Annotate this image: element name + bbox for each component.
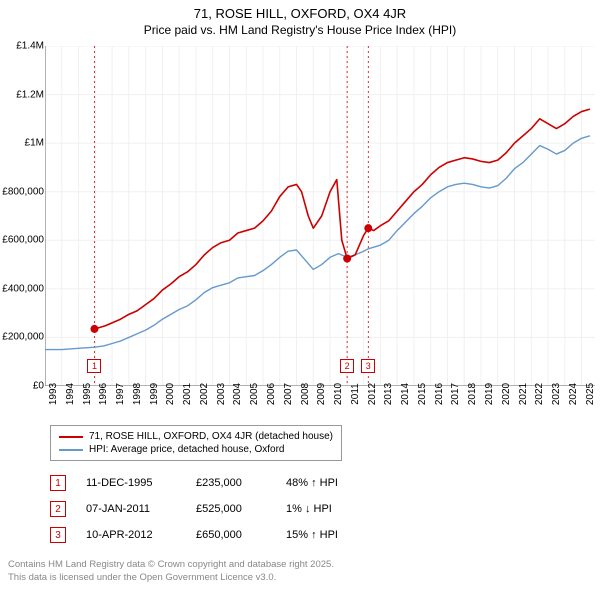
x-axis-tick: 2000 (165, 383, 176, 405)
x-axis-tick: 2016 (434, 383, 445, 405)
x-axis-tick: 1999 (149, 383, 160, 405)
y-axis-tick: £600,000 (2, 235, 44, 246)
sale-diff: 15% ↑ HPI (286, 529, 396, 541)
x-axis-tick: 2007 (283, 383, 294, 405)
x-axis-tick: 2017 (450, 383, 461, 405)
legend-label: HPI: Average price, detached house, Oxfo… (89, 444, 285, 455)
title-block: 71, ROSE HILL, OXFORD, OX4 4JR Price pai… (0, 0, 600, 39)
x-axis-tick: 2001 (182, 383, 193, 405)
legend-swatch (59, 449, 83, 451)
x-axis-tick: 2004 (232, 383, 243, 405)
y-axis-tick: £1.2M (16, 89, 44, 100)
sales-table: 1 11-DEC-1995 £235,000 48% ↑ HPI 2 07-JAN-201… (50, 470, 396, 548)
x-axis-tick: 2022 (534, 383, 545, 405)
sale-row: 1 11-DEC-1995 £235,000 48% ↑ HPI (50, 470, 396, 496)
y-axis-tick: £400,000 (2, 283, 44, 294)
sale-row: 3 10-APR-2012 £650,000 15% ↑ HPI (50, 522, 396, 548)
chart-legend: 71, ROSE HILL, OXFORD, OX4 4JR (detached… (50, 425, 342, 461)
x-axis-tick: 2014 (400, 383, 411, 405)
legend-swatch (59, 436, 83, 438)
chart-title: 71, ROSE HILL, OXFORD, OX4 4JR (0, 6, 600, 21)
x-axis-tick: 2018 (467, 383, 478, 405)
legend-item: 71, ROSE HILL, OXFORD, OX4 4JR (detached… (59, 430, 333, 443)
sale-marker-3: 3 (361, 359, 375, 373)
x-axis-tick: 2009 (316, 383, 327, 405)
y-axis-tick: £800,000 (2, 186, 44, 197)
footer-line-1: Contains HM Land Registry data © Crown c… (8, 559, 334, 571)
x-axis-tick: 1995 (82, 383, 93, 405)
sale-price: £525,000 (196, 503, 266, 515)
sale-marker-1: 1 (87, 359, 101, 373)
x-axis-tick: 2002 (199, 383, 210, 405)
x-axis-tick: 2011 (350, 383, 361, 405)
footer-attribution: Contains HM Land Registry data © Crown c… (8, 559, 334, 584)
x-axis-tick: 2025 (585, 383, 596, 405)
x-axis-tick: 2019 (484, 383, 495, 405)
sale-marker-badge: 2 (50, 501, 66, 517)
sale-row: 2 07-JAN-2011 £525,000 1% ↓ HPI (50, 496, 396, 522)
y-axis-tick: £1.4M (16, 41, 44, 52)
line-chart (45, 46, 595, 386)
x-axis-tick: 1996 (98, 383, 109, 405)
footer-line-2: This data is licensed under the Open Gov… (8, 572, 334, 584)
y-axis-tick: £200,000 (2, 332, 44, 343)
x-axis-tick: 2021 (518, 383, 529, 405)
sale-price: £235,000 (196, 477, 266, 489)
x-axis-tick: 2024 (568, 383, 579, 405)
sale-marker-2: 2 (340, 359, 354, 373)
x-axis-tick: 1997 (115, 383, 126, 405)
legend-item: HPI: Average price, detached house, Oxfo… (59, 443, 333, 456)
x-axis-tick: 1993 (48, 383, 59, 405)
x-axis-tick: 2003 (216, 383, 227, 405)
sale-marker-badge: 1 (50, 475, 66, 491)
x-axis-tick: 2008 (300, 383, 311, 405)
x-axis-tick: 2010 (333, 383, 344, 405)
chart-subtitle: Price paid vs. HM Land Registry's House … (0, 23, 600, 37)
x-axis-tick: 1994 (65, 383, 76, 405)
x-axis-tick: 2012 (367, 383, 378, 405)
y-axis-tick: £1M (25, 138, 44, 149)
y-axis-tick: £0 (33, 381, 44, 392)
sale-date: 07-JAN-2011 (86, 503, 176, 515)
x-axis-tick: 2006 (266, 383, 277, 405)
x-axis-tick: 2013 (383, 383, 394, 405)
chart-container: 71, ROSE HILL, OXFORD, OX4 4JR Price pai… (0, 0, 600, 590)
x-axis-tick: 2005 (249, 383, 260, 405)
x-axis-tick: 2023 (551, 383, 562, 405)
legend-label: 71, ROSE HILL, OXFORD, OX4 4JR (detached… (89, 431, 333, 442)
sale-date: 11-DEC-1995 (86, 477, 176, 489)
sale-diff: 1% ↓ HPI (286, 503, 396, 515)
x-axis-tick: 1998 (132, 383, 143, 405)
sale-price: £650,000 (196, 529, 266, 541)
x-axis-tick: 2015 (417, 383, 428, 405)
sale-date: 10-APR-2012 (86, 529, 176, 541)
sale-diff: 48% ↑ HPI (286, 477, 396, 489)
sale-marker-badge: 3 (50, 527, 66, 543)
x-axis-tick: 2020 (501, 383, 512, 405)
